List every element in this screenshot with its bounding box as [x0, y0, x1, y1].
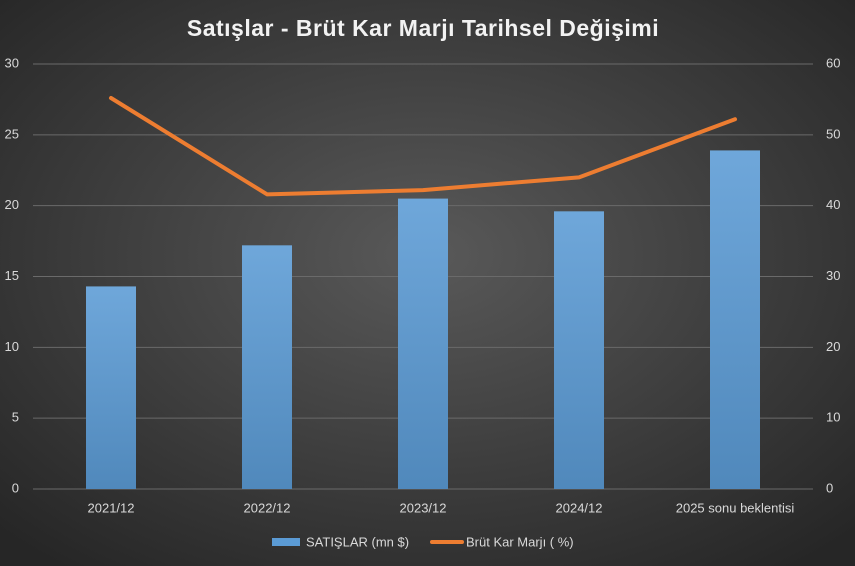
bar-shade [554, 211, 604, 490]
bar-shade [242, 245, 292, 489]
y2-tick-label: 0 [826, 480, 833, 495]
y2-tick-label: 40 [826, 197, 840, 212]
legend-swatch [272, 538, 300, 546]
bar-shade [398, 198, 448, 490]
x-tick-label: 2023/12 [400, 500, 447, 515]
bar-shade [710, 150, 760, 489]
x-tick-label: 2022/12 [244, 500, 291, 515]
x-tick-label: 2025 sonu beklentisi [676, 500, 795, 515]
y2-tick-label: 60 [826, 55, 840, 70]
line [109, 96, 737, 197]
y-tick-label: 10 [5, 339, 19, 354]
legend-label: SATIŞLAR (mn $) [306, 534, 409, 549]
y-tick-label: 0 [12, 480, 19, 495]
y-tick-label: 5 [12, 410, 19, 425]
y-tick-label: 15 [5, 268, 19, 283]
y-tick-label: 20 [5, 197, 19, 212]
y2-tick-label: 30 [826, 268, 840, 283]
x-tick-label: 2024/12 [556, 500, 603, 515]
chart-title: Satışlar - Brüt Kar Marjı Tarihsel Değiş… [187, 15, 659, 41]
y-tick-label: 30 [5, 55, 19, 70]
bar-shade [86, 286, 136, 489]
y2-tick-label: 20 [826, 339, 840, 354]
legend-label: Brüt Kar Marjı ( %) [466, 534, 574, 549]
y-tick-label: 25 [5, 126, 19, 141]
y2-tick-label: 50 [826, 126, 840, 141]
y2-tick-label: 10 [826, 410, 840, 425]
x-tick-label: 2021/12 [88, 500, 135, 515]
